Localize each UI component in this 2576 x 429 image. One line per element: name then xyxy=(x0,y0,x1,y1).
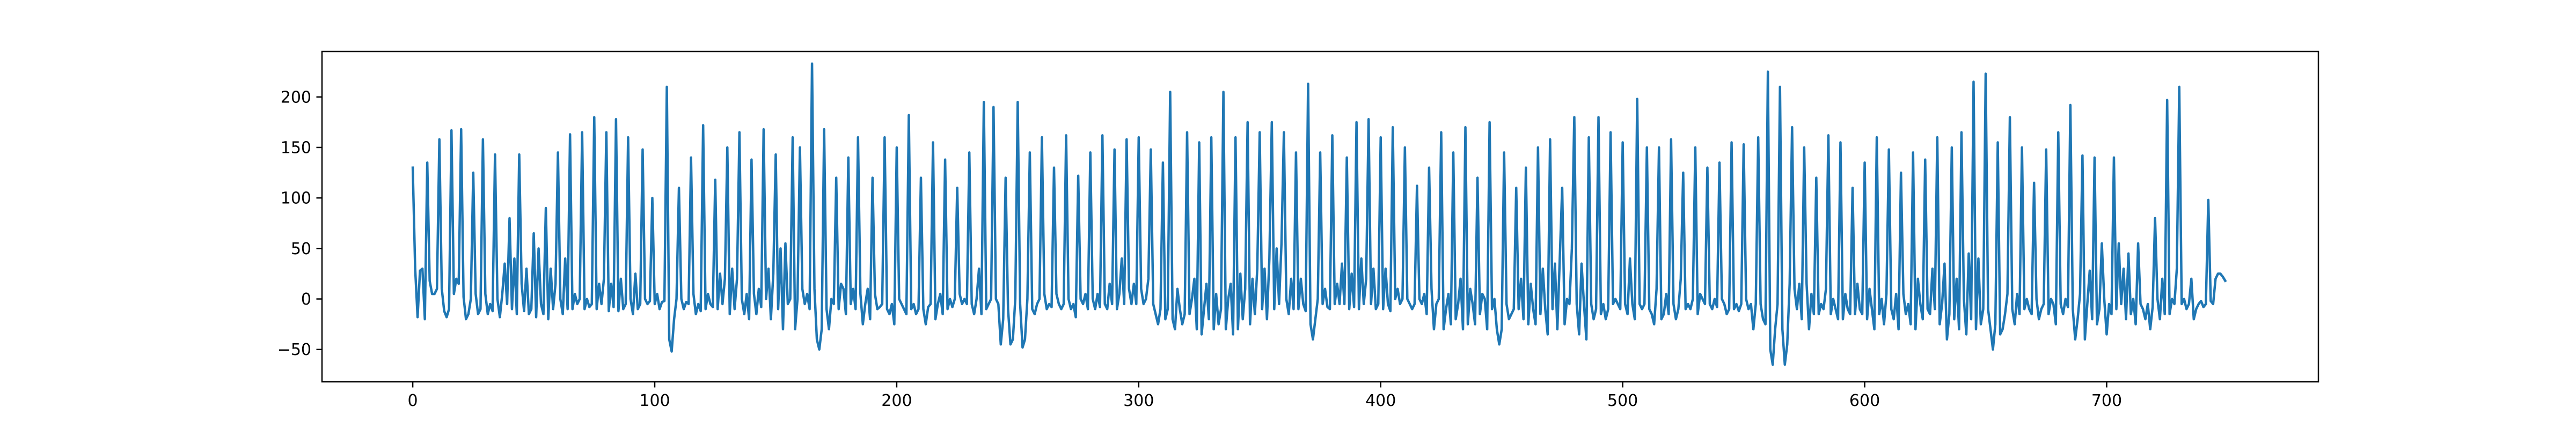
y-tick-label: 100 xyxy=(281,189,311,208)
x-tick-label: 500 xyxy=(1607,391,1638,410)
series-layer xyxy=(411,62,2227,366)
y-tick-label: 50 xyxy=(291,240,311,258)
x-tick-label: 700 xyxy=(2091,391,2122,410)
y-tick-label: −50 xyxy=(277,341,311,359)
x-tick-label: 600 xyxy=(1849,391,1880,410)
series-line-1 xyxy=(411,62,2227,366)
x-tick-label: 0 xyxy=(408,391,418,410)
y-tick-label: 200 xyxy=(281,88,311,107)
y-tick-label: 150 xyxy=(281,138,311,157)
y-tick-label: 0 xyxy=(301,290,311,309)
x-tick-label: 300 xyxy=(1123,391,1154,410)
x-tick-label: 100 xyxy=(639,391,670,410)
x-tick-label: 200 xyxy=(881,391,912,410)
x-tick-label: 400 xyxy=(1365,391,1396,410)
axes-layer: 0 100 200 300 400 500 600 700 −50 0 50 100 150 200 xyxy=(277,50,2319,410)
axes-frame xyxy=(321,50,2319,383)
